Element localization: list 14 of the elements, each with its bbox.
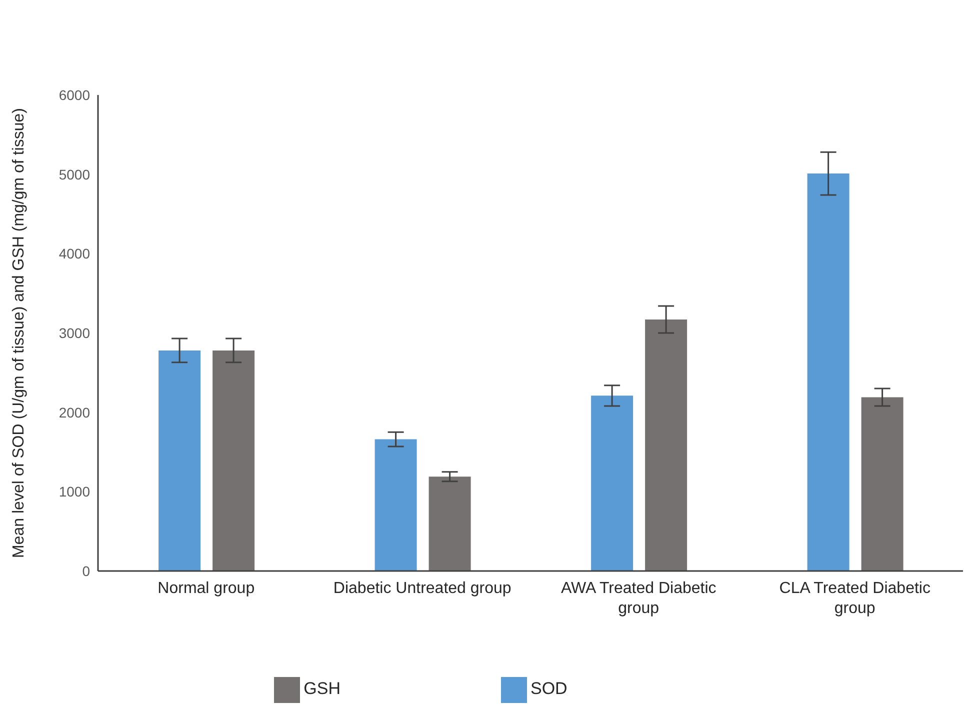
y-tick-label: 1000 <box>58 484 90 500</box>
y-tick-label: 6000 <box>58 86 90 103</box>
y-tick-label: 0 <box>82 562 90 579</box>
x-tick-label: Normal group <box>158 580 255 597</box>
y-tick-label: 3000 <box>58 324 90 341</box>
x-tick-label: CLA Treated Diabetic group <box>779 580 930 617</box>
y-axis-title: Mean level of SOD (U/gm of tissue) and GSH (mg/gm of tissue) <box>10 108 28 558</box>
legend-label: SOD <box>530 679 568 698</box>
y-tick-label: 2000 <box>58 404 90 420</box>
y-tick-label: 5000 <box>58 166 90 182</box>
y-tick-label: 4000 <box>58 246 90 262</box>
x-tick-label: Diabetic Untreated group <box>333 580 512 597</box>
x-tick-label: AWA Treated Diabetic group <box>560 580 716 617</box>
legend-label: GSH <box>304 679 340 698</box>
